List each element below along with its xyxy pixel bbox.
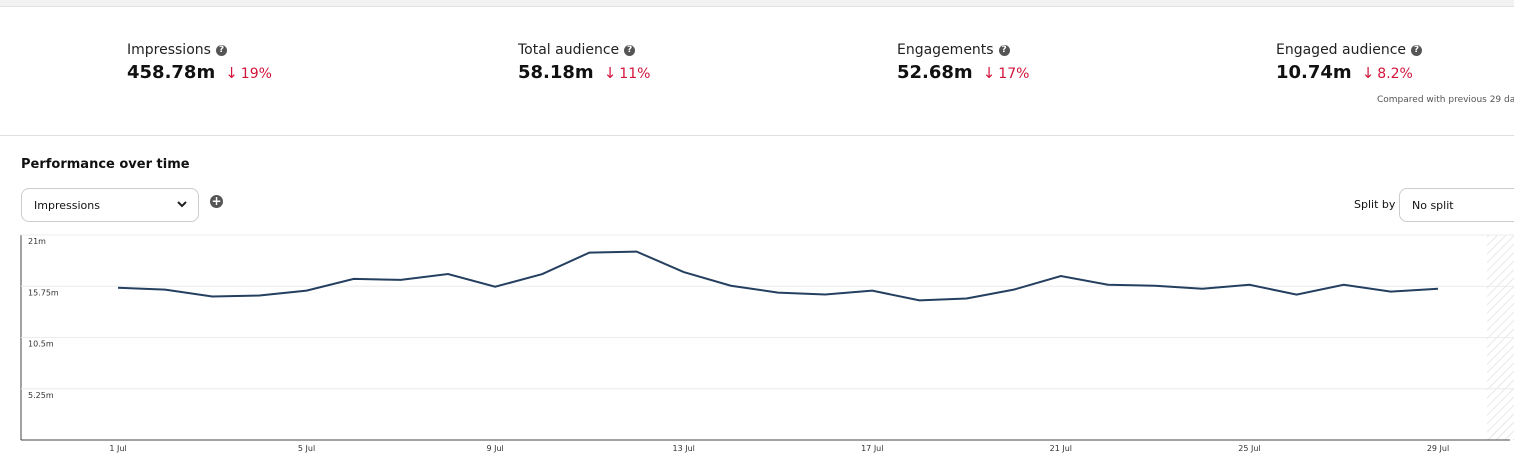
x-tick-label: 21 Jul bbox=[1050, 444, 1072, 453]
metric-label-row: Engaged audience? bbox=[1276, 42, 1423, 58]
help-icon: ? bbox=[1411, 44, 1423, 56]
metric-label-row: Total audience? bbox=[518, 42, 650, 58]
metric-value: 58.18m bbox=[518, 62, 594, 83]
metric-value: 52.68m bbox=[897, 62, 973, 83]
metric-dropdown[interactable]: Impressions bbox=[21, 188, 199, 222]
split-dropdown[interactable]: No split bbox=[1399, 188, 1514, 222]
metric-change-group: ↓ 19% bbox=[225, 63, 272, 82]
metric-row: 58.18m ↓ 11% bbox=[518, 62, 650, 83]
metric-label: Engaged audience bbox=[1276, 42, 1407, 58]
x-tick-label: 13 Jul bbox=[673, 444, 695, 453]
help-icon: ? bbox=[998, 44, 1010, 56]
x-tick-label: 1 Jul bbox=[109, 444, 126, 453]
y-tick-label: 10.5m bbox=[28, 340, 54, 349]
down-arrow: ↓ bbox=[982, 64, 996, 82]
x-tick-label: 9 Jul bbox=[486, 444, 503, 453]
metric-label-row: Impressions? bbox=[127, 42, 272, 58]
chart: 5.25m 10.5m 15.75m 21m 1 Jul 5 Jul 9 Jul 13 Jul… bbox=[20, 234, 1514, 453]
x-tick-label: 5 Jul bbox=[298, 444, 315, 453]
metric-row: 458.78m ↓ 19% bbox=[127, 62, 272, 83]
metric: Engaged audience? 10.74m ↓ 8.2% bbox=[1276, 42, 1423, 83]
split-label: Split by bbox=[1354, 198, 1396, 211]
add-metric-button[interactable]: + bbox=[210, 194, 223, 208]
data-line bbox=[117, 250, 1439, 302]
metric-row: 10.74m ↓ 8.2% bbox=[1276, 62, 1422, 83]
metric-change-group: ↓ 8.2% bbox=[1362, 63, 1413, 82]
metric: Impressions? 458.78m ↓ 19% bbox=[127, 42, 272, 83]
metric: Total audience? 58.18m ↓ 11% bbox=[518, 42, 650, 83]
metric-change: 17% bbox=[998, 66, 1030, 82]
metric-label: Engagements bbox=[897, 42, 994, 58]
metric-label: Total audience bbox=[518, 42, 620, 58]
y-tick-label: 15.75m bbox=[28, 288, 59, 297]
metric: Engagements? 52.68m ↓ 17% bbox=[897, 42, 1029, 83]
section-title: Performance over time bbox=[21, 157, 190, 172]
metric-change: 8.2% bbox=[1377, 66, 1413, 82]
help-icon: ? bbox=[624, 44, 636, 56]
x-tick-label: 29 Jul bbox=[1427, 444, 1449, 453]
x-tick-label: 17 Jul bbox=[861, 444, 883, 453]
y-tick-label: 5.25m bbox=[28, 391, 54, 400]
metric-value: 458.78m bbox=[127, 62, 216, 83]
metric-row: 52.68m ↓ 17% bbox=[897, 62, 1029, 83]
metric-change: 11% bbox=[619, 66, 651, 82]
down-arrow: ↓ bbox=[1361, 64, 1375, 82]
metric-value: 10.74m bbox=[1276, 62, 1352, 83]
down-arrow: ↓ bbox=[225, 64, 238, 82]
dropdown-value: Impressions bbox=[34, 198, 100, 212]
divider bbox=[0, 135, 1514, 136]
metric-change-group: ↓ 17% bbox=[983, 63, 1030, 82]
metric-label-row: Engagements? bbox=[897, 42, 1029, 58]
help-icon: ? bbox=[215, 44, 227, 56]
comparison-note: Compared with previous 29 da bbox=[1377, 95, 1514, 105]
top-bar bbox=[0, 0, 1514, 7]
metric-label: Impressions bbox=[127, 42, 211, 58]
metric-change: 19% bbox=[240, 66, 272, 82]
y-tick-label: 21m bbox=[28, 237, 46, 246]
down-arrow: ↓ bbox=[603, 64, 617, 82]
metric-change-group: ↓ 11% bbox=[604, 63, 651, 82]
x-tick-label: 25 Jul bbox=[1238, 444, 1260, 453]
chevron-icon bbox=[177, 201, 187, 208]
split-value: No split bbox=[1412, 198, 1454, 212]
